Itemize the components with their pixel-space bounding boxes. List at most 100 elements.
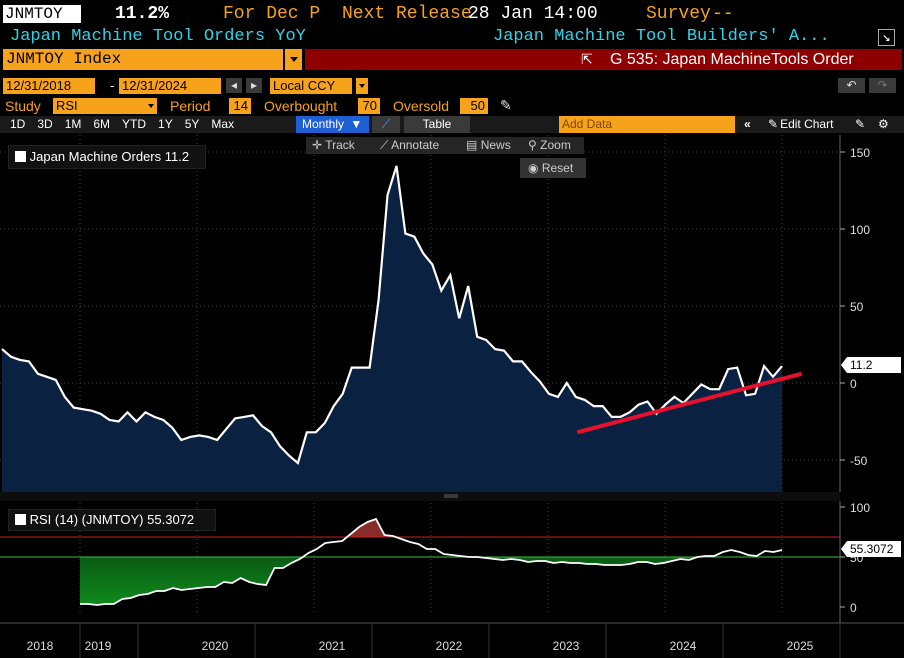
frequency-label: Monthly [302,117,345,131]
range-tab-1m[interactable]: 1M [64,117,82,131]
main-area-fill [2,165,782,492]
legend-series-name: Japan Machine Orders [29,149,162,164]
pencil-icon[interactable]: ✎ [500,97,512,113]
legend-swatch [15,151,26,162]
range-tab-1y[interactable]: 1Y [158,117,173,131]
redo-button[interactable]: ↷ [869,78,896,93]
rsi-last-value-marker-box [841,541,901,557]
main-y-tick-label: 0 [850,377,857,391]
rsi-legend-swatch [15,514,26,525]
overbought-label: Overbought [264,98,338,114]
add-data-input[interactable]: Add Data [559,116,735,133]
trendline-annotation[interactable] [576,371,803,435]
edit-chart-label: Edit Chart [780,117,834,131]
frequency-tab[interactable]: Monthly ▼ [296,116,369,133]
news-icon: ▤ [466,138,478,152]
chart-settings-icon[interactable]: ✎ [855,117,866,131]
rsi-legend-name: RSI (14) (JNMTOY) [29,512,144,527]
reset-label: Reset [541,161,574,175]
annotate-label: Annotate [391,138,440,152]
x-tick-label: 2025 [787,639,814,653]
period-param-label: Period [170,98,211,114]
study-dropdown-arrow[interactable] [145,98,157,114]
reset-icon: ◉ [528,161,539,175]
main-legend[interactable]: Japan Machine Orders 11.2 [8,145,206,169]
edit-pencil-icon: ✎ [768,117,779,131]
range-tab-max[interactable]: Max [211,117,235,131]
x-tick-label: 2024 [670,639,697,653]
rsi-oversold-fill [80,557,698,605]
undo-button[interactable]: ↶ [838,78,865,93]
track-button[interactable]: ✛ Track [308,137,359,154]
main-series-line [1,165,783,466]
range-tab-6m[interactable]: 6M [93,117,111,131]
rsi-series-line [80,517,783,606]
x-tick-label: 2019 [85,639,112,653]
end-date-field[interactable]: 12/31/2024 [119,78,221,94]
period-label: For Dec P [223,4,321,24]
annotate-button[interactable]: ⟋ Annotate [376,137,444,154]
currency-dropdown-arrow[interactable] [356,78,368,94]
date-separator: - [110,78,115,93]
main-y-tick-label: -50 [850,454,868,468]
subtitle-left: Japan Machine Tool Orders YoY [10,27,306,46]
overbought-input[interactable]: 70 [358,98,380,114]
x-tick-label: 2022 [436,639,463,653]
x-tick-label: 2020 [202,639,229,653]
range-tabs: 1D 3D 1M 6M YTD 1Y 5Y Max Monthly ▼ ⟋ Table Add… [0,116,904,133]
zoom-label: Zoom [540,138,571,152]
survey-label: Survey [646,4,711,24]
export-icon[interactable]: ⇱ [581,51,593,67]
rsi-y-tick-label: 100 [850,501,870,515]
news-button[interactable]: ▤ News [462,137,515,154]
oversold-input[interactable]: 50 [460,98,488,114]
magnifier-icon: ⚲ [528,138,537,152]
security-input[interactable]: JNMTOY Index [3,49,283,70]
popout-icon[interactable]: ↘ [878,29,895,46]
annotate-icon: ⟋ [380,138,389,152]
range-tab-5y[interactable]: 5Y [184,117,200,131]
subtitle-right: Japan Machine Tool Builders' A... [493,27,830,46]
next-release-value: 28 Jan 14:00 [468,4,598,24]
reset-button[interactable]: ◉ Reset [520,158,586,178]
rsi-legend[interactable]: RSI (14) (JNMTOY) 55.3072 [8,509,216,531]
next-release-label: Next Release [342,4,472,24]
header-row: JNMTOY 11.2% For Dec P Next Release 28 J… [0,2,904,26]
ticker-badge[interactable]: JNMTOY [3,5,81,23]
legend-series-value: 11.2 [164,149,190,164]
security-bar: JNMTOY Index ⇱ G 535: Japan MachineTools… [0,49,904,70]
survey-value: -- [712,4,734,24]
gear-icon[interactable]: ⚙ [878,117,889,131]
next-period-button[interactable]: ▸ [246,78,263,93]
study-label: Study [5,98,41,114]
currency-dropdown[interactable]: Local CCY [270,78,352,94]
range-tab-ytd[interactable]: YTD [122,117,147,131]
date-row: 12/31/2018 - 12/31/2024 ◂ ▸ Local CCY ↶ … [0,78,904,95]
panel-divider[interactable] [0,492,840,501]
table-tab[interactable]: Table [404,116,470,133]
study-dropdown[interactable]: RSI [53,98,145,114]
collapse-icon[interactable]: « [744,117,751,131]
line-chart-icon[interactable]: ⟋ [372,116,400,133]
function-title-bar [305,49,902,70]
track-label: Track [325,138,355,152]
edit-chart-button[interactable]: ✎ Edit Chart [762,116,839,133]
range-tab-3d[interactable]: 3D [37,117,53,131]
range-tab-1d[interactable]: 1D [10,117,26,131]
function-title: G 535: Japan MachineTools Order [610,51,854,68]
main-last-value-marker-box [841,357,901,374]
frequency-dropdown-icon: ▼ [350,117,363,131]
start-date-field[interactable]: 12/31/2018 [3,78,95,94]
main-y-tick-label: 150 [850,146,870,160]
period-input[interactable]: 14 [229,98,251,114]
last-value: 11.2% [115,4,170,24]
zoom-button[interactable]: ⚲ Zoom [524,137,575,154]
x-tick-label: 2018 [27,639,54,653]
study-row: Study RSI Period 14 Overbought 70 Overso… [0,97,904,115]
security-dropdown[interactable] [285,49,302,70]
main-y-tick-label: 100 [850,223,870,237]
prev-period-button[interactable]: ◂ [226,78,243,93]
news-label: News [480,138,511,152]
x-tick-label: 2021 [319,639,346,653]
